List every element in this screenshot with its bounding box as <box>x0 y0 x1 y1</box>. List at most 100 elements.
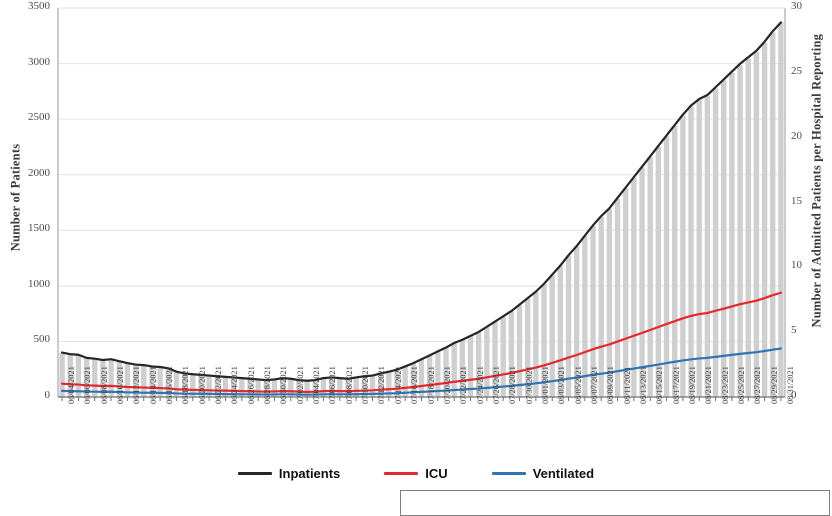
x-axis-ticks <box>61 397 782 401</box>
bar <box>394 369 400 397</box>
bar <box>247 378 253 397</box>
bar <box>639 167 645 397</box>
bar <box>467 336 474 397</box>
bar <box>141 365 147 397</box>
bar <box>729 72 735 397</box>
x-axis-tick-label: 07/20/2021 <box>441 366 452 404</box>
bar <box>108 359 114 397</box>
bar <box>680 115 686 398</box>
bar <box>222 376 229 397</box>
bar <box>271 379 278 397</box>
bar <box>435 351 441 397</box>
legend-swatch-icon <box>491 472 526 475</box>
bar <box>516 304 523 397</box>
legend-label: Inpatients <box>278 466 341 481</box>
bar <box>770 32 776 397</box>
bar <box>239 378 245 397</box>
x-axis-tick-label: 08/29/2021 <box>768 366 779 404</box>
bar <box>173 371 180 397</box>
y-axis-right-tick: 25 <box>791 64 802 77</box>
y-axis-left-tick: 2000 <box>28 166 50 179</box>
bar <box>549 275 555 397</box>
chart-plot-area <box>57 7 786 401</box>
bar <box>508 311 515 397</box>
bar <box>304 380 310 397</box>
bar <box>132 364 139 397</box>
bar <box>92 358 98 397</box>
x-axis-tick-label: 08/23/2021 <box>719 366 730 404</box>
bar <box>451 343 457 397</box>
bar <box>320 378 327 397</box>
y-axis-right-tick: 15 <box>791 194 802 207</box>
x-axis-tick-label: 06/22/2021 <box>213 366 224 404</box>
x-axis-tick-label: 07/04/2021 <box>311 366 322 404</box>
bar <box>500 316 506 397</box>
bar-series <box>59 22 784 398</box>
x-axis-tick-label: 07/24/2021 <box>474 366 485 404</box>
x-axis-tick-label: 06/04/2021 <box>66 366 77 404</box>
x-axis-tick-label: 07/08/2021 <box>343 366 354 404</box>
bar <box>582 236 588 397</box>
bar <box>59 352 65 397</box>
bar <box>181 373 188 397</box>
x-axis-tick-label: 06/18/2021 <box>180 366 191 404</box>
x-axis-tick-label: 07/30/2021 <box>523 366 534 404</box>
bar <box>198 374 204 397</box>
bar <box>426 355 433 397</box>
x-axis-tick-label: 08/25/2021 <box>735 366 746 404</box>
bar <box>557 266 564 397</box>
x-axis-tick-label: 08/21/2021 <box>703 366 714 404</box>
x-axis-tick-label: 08/07/2021 <box>588 366 599 404</box>
bar <box>614 198 621 397</box>
bar <box>165 368 171 397</box>
x-axis-tick-label: 06/26/2021 <box>245 366 256 404</box>
bar <box>672 126 678 397</box>
bar <box>214 376 220 397</box>
bar <box>606 208 613 397</box>
bar <box>647 157 653 397</box>
bar <box>100 360 106 397</box>
bar <box>83 358 90 397</box>
x-axis-tick-label: 06/06/2021 <box>82 366 93 404</box>
y-axis-left-tick: 2500 <box>28 111 50 124</box>
x-axis-tick-label: 08/03/2021 <box>556 366 567 404</box>
bar <box>345 378 351 397</box>
bar <box>124 363 131 397</box>
bar <box>696 100 702 397</box>
bar <box>361 376 368 397</box>
legend-item[interactable]: Ventilated <box>491 466 594 481</box>
x-axis-tick-label: 08/27/2021 <box>752 366 763 404</box>
x-axis-tick-label: 08/09/2021 <box>605 366 616 404</box>
x-axis-tick-label: 08/31/2021 <box>784 366 795 404</box>
bar <box>761 43 768 397</box>
bar <box>190 374 196 397</box>
bar <box>206 375 212 397</box>
bar <box>67 354 73 397</box>
x-axis-tick-label: 06/28/2021 <box>262 366 273 404</box>
y-axis-left-tick: 500 <box>33 333 51 346</box>
bar <box>721 80 727 398</box>
bar <box>753 52 760 398</box>
x-axis-tick-label: 07/02/2021 <box>294 366 305 404</box>
bar <box>410 363 417 397</box>
bar <box>230 377 237 397</box>
bar <box>745 58 751 397</box>
bar <box>328 377 335 397</box>
bar <box>688 106 694 398</box>
y-axis-left-tick: 3500 <box>28 0 50 12</box>
bar <box>704 96 711 398</box>
y-axis-right-tick: 5 <box>791 324 797 337</box>
bar <box>255 379 261 397</box>
x-axis-tick-label: 08/15/2021 <box>654 366 665 404</box>
x-axis-tick-label: 08/17/2021 <box>670 366 681 404</box>
legend-item[interactable]: Inpatients <box>237 466 341 481</box>
bar <box>574 246 580 397</box>
bar <box>75 354 82 397</box>
y-axis-left-tick: 0 <box>44 389 51 401</box>
x-axis-tick-label: 06/30/2021 <box>278 366 289 404</box>
bar <box>663 136 670 397</box>
bar <box>541 284 547 397</box>
legend-item[interactable]: ICU <box>384 466 448 481</box>
x-axis-tick-label: 08/11/2021 <box>621 366 632 404</box>
bar <box>525 298 531 397</box>
